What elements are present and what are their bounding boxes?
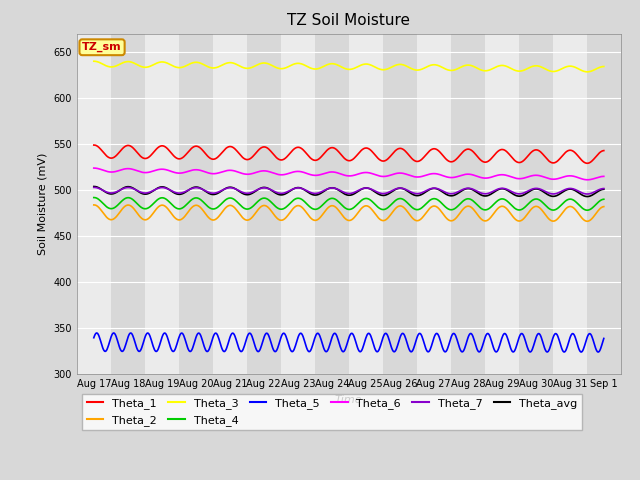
Y-axis label: Soil Moisture (mV): Soil Moisture (mV): [38, 153, 48, 255]
Bar: [417, 34, 451, 374]
Bar: [111, 34, 145, 374]
Text: TZ_sm: TZ_sm: [82, 42, 122, 52]
Bar: [587, 34, 621, 374]
Bar: [383, 34, 417, 374]
Bar: [315, 34, 349, 374]
Bar: [349, 34, 383, 374]
Bar: [451, 34, 485, 374]
Bar: [247, 34, 281, 374]
Bar: [553, 34, 587, 374]
Bar: [179, 34, 212, 374]
Legend: Theta_1, Theta_2, Theta_3, Theta_4, Theta_5, Theta_6, Theta_7, Theta_avg: Theta_1, Theta_2, Theta_3, Theta_4, Thet…: [83, 394, 582, 430]
Bar: [212, 34, 247, 374]
Bar: [281, 34, 315, 374]
X-axis label: Time: Time: [335, 395, 363, 405]
Bar: [77, 34, 111, 374]
Bar: [145, 34, 179, 374]
Title: TZ Soil Moisture: TZ Soil Moisture: [287, 13, 410, 28]
Bar: [485, 34, 519, 374]
Bar: [519, 34, 553, 374]
